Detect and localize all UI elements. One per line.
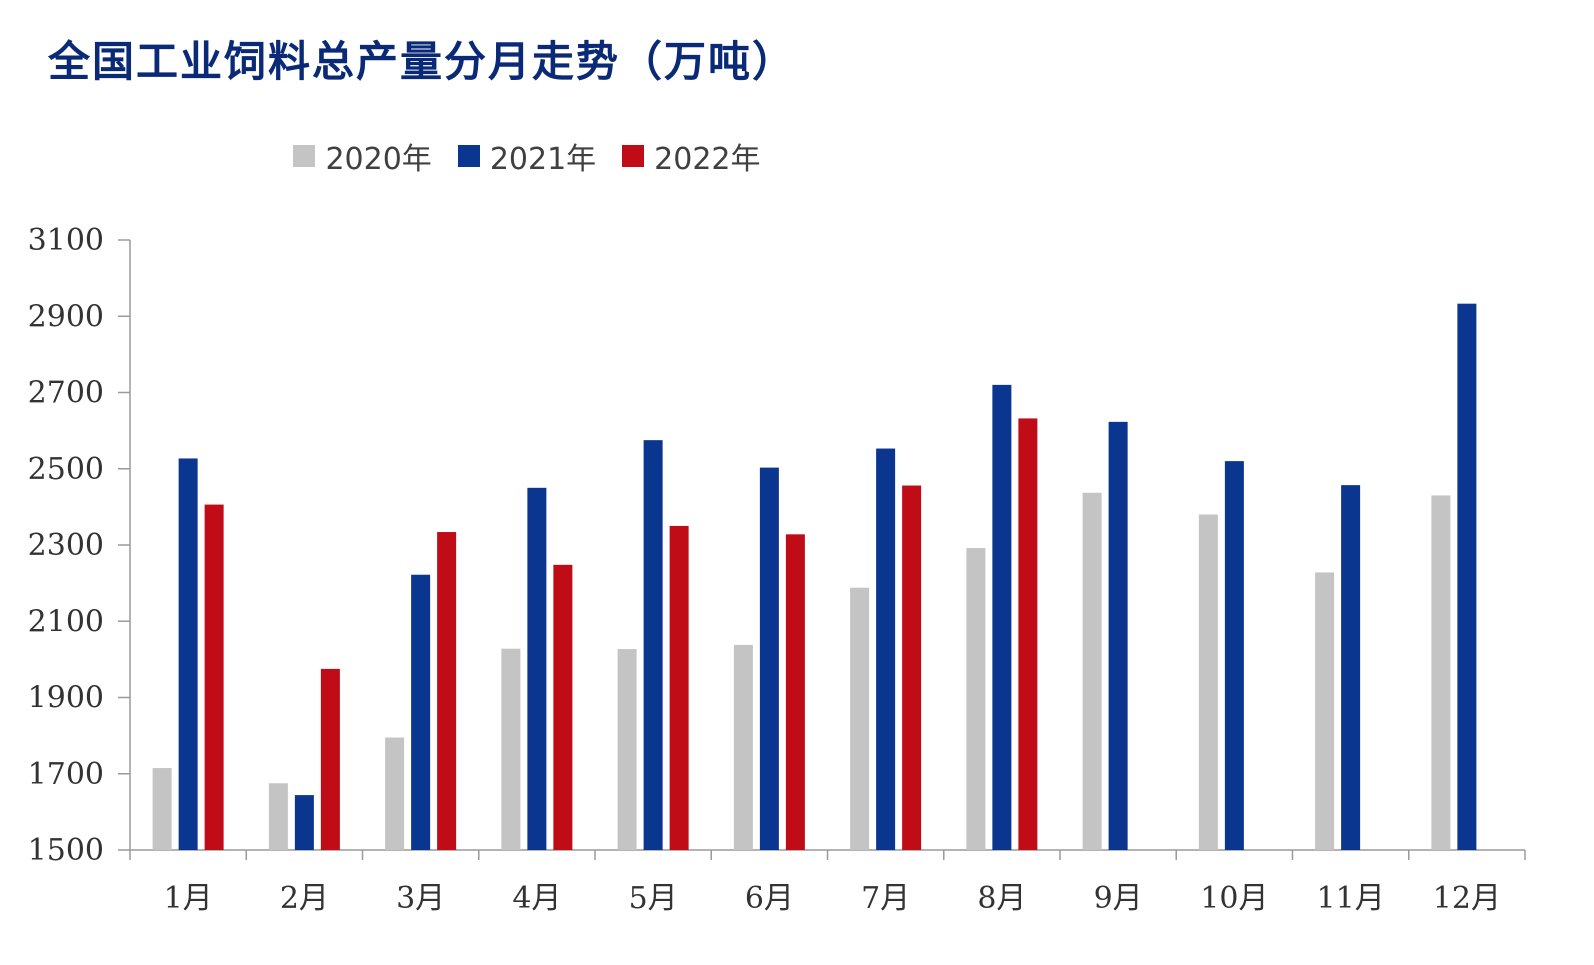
y-tick-label: 3100 xyxy=(28,223,104,258)
bar-2020年-6月 xyxy=(733,644,753,850)
bar-2020年-7月 xyxy=(850,587,870,850)
bar-2020年-11月 xyxy=(1315,572,1335,850)
bar-2021年-10月 xyxy=(1224,461,1244,850)
bar-2021年-8月 xyxy=(992,384,1012,850)
x-tick-label: 4月 xyxy=(512,881,561,916)
x-tick-label: 1月 xyxy=(164,881,213,916)
bar-2021年-9月 xyxy=(1108,421,1128,850)
y-tick-label: 1900 xyxy=(28,681,104,716)
legend-label-2021: 2021年 xyxy=(489,142,597,177)
bar-2021年-11月 xyxy=(1341,485,1361,850)
bar-2021年-12月 xyxy=(1457,303,1477,850)
bar-2021年-6月 xyxy=(759,467,779,850)
legend-item-2020: 2020年 xyxy=(293,134,432,178)
bar-2022年-5月 xyxy=(669,525,689,850)
bar-2020年-2月 xyxy=(268,783,288,850)
bar-2020年-1月 xyxy=(152,768,172,850)
y-tick-label: 2300 xyxy=(28,528,104,563)
legend-label-2020: 2020年 xyxy=(325,142,432,177)
bar-2022年-2月 xyxy=(320,668,340,850)
x-tick-label: 11月 xyxy=(1317,881,1385,916)
bar-2022年-1月 xyxy=(204,504,224,850)
bar-2021年-1月 xyxy=(178,458,198,850)
legend-swatch-2021 xyxy=(457,145,480,167)
x-tick-label: 12月 xyxy=(1433,881,1501,916)
x-tick-label: 2月 xyxy=(280,881,329,916)
bar-2022年-4月 xyxy=(553,564,573,850)
bar-2021年-4月 xyxy=(527,487,547,850)
chart-legend: 2020年 2021年 2022年 xyxy=(0,134,1594,178)
x-tick-label: 6月 xyxy=(745,881,794,916)
bar-2020年-12月 xyxy=(1431,495,1451,850)
bar-2022年-8月 xyxy=(1018,418,1038,850)
bar-2021年-7月 xyxy=(876,448,896,850)
bar-2020年-5月 xyxy=(617,649,637,850)
legend-label-2022: 2022年 xyxy=(654,142,761,177)
y-tick-label: 2900 xyxy=(28,299,104,334)
bar-2020年-3月 xyxy=(385,737,405,850)
y-tick-label: 1700 xyxy=(28,757,104,792)
x-tick-label: 8月 xyxy=(977,881,1026,916)
bar-2021年-3月 xyxy=(411,574,431,850)
bar-2021年-2月 xyxy=(294,795,314,850)
bar-2022年-6月 xyxy=(785,534,805,850)
y-tick-label: 1500 xyxy=(28,833,104,868)
bar-2020年-9月 xyxy=(1082,492,1102,850)
bar-2022年-3月 xyxy=(437,532,457,850)
bar-2021年-5月 xyxy=(643,440,663,850)
chart-title: 全国工业饲料总产量分月走势（万吨） xyxy=(48,37,797,86)
legend-item-2022: 2022年 xyxy=(622,134,761,178)
legend-swatch-2020 xyxy=(293,145,316,167)
legend-item-2021: 2021年 xyxy=(457,134,597,178)
bar-2022年-7月 xyxy=(902,485,922,850)
x-tick-label: 7月 xyxy=(861,881,910,916)
bar-2020年-8月 xyxy=(966,548,986,850)
bar-2020年-4月 xyxy=(501,648,521,850)
bar-2020年-10月 xyxy=(1198,514,1218,850)
y-tick-label: 2500 xyxy=(28,452,104,487)
legend-swatch-2022 xyxy=(622,145,645,167)
x-tick-label: 3月 xyxy=(396,881,445,916)
x-tick-label: 9月 xyxy=(1094,881,1143,916)
x-tick-label: 5月 xyxy=(629,881,678,916)
y-tick-label: 2700 xyxy=(28,376,104,411)
y-tick-label: 2100 xyxy=(28,604,104,639)
x-tick-label: 10月 xyxy=(1200,881,1268,916)
